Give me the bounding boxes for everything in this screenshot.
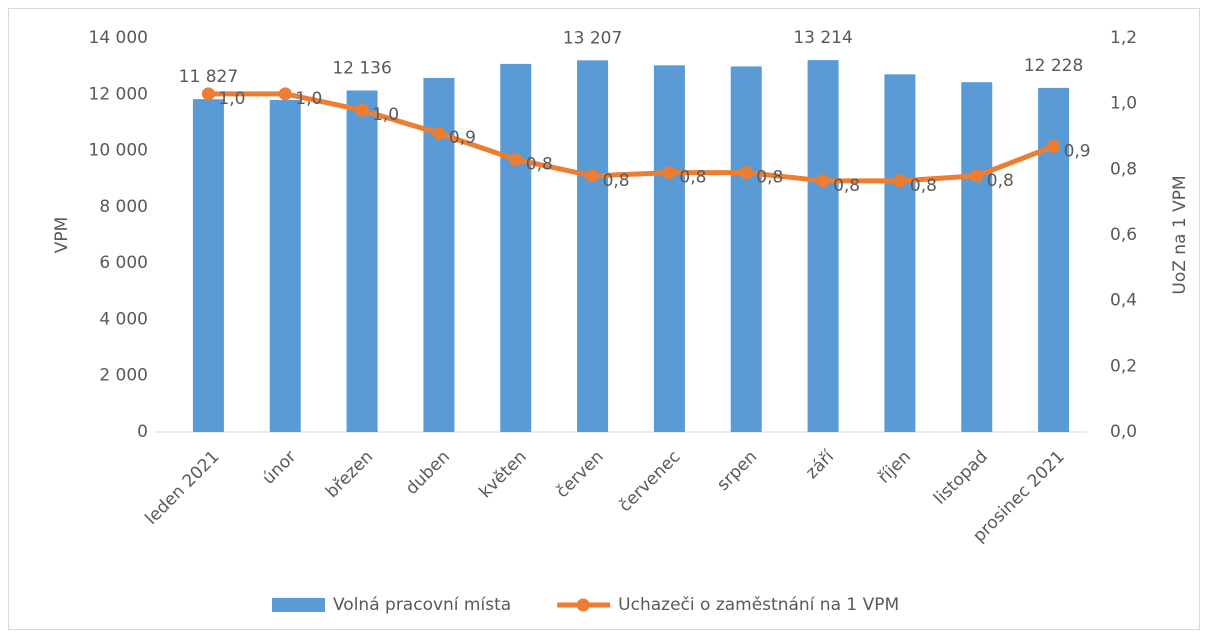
line-marker bbox=[201, 87, 215, 101]
y-tick-label: 10 000 bbox=[89, 141, 148, 161]
line bbox=[208, 91, 1055, 184]
y-tick-label: 6 000 bbox=[99, 253, 148, 273]
y-tick-label: 4 000 bbox=[99, 309, 148, 329]
y-tick-label: 12 000 bbox=[89, 84, 148, 104]
line-marker bbox=[739, 166, 753, 180]
data-label: 1,0 bbox=[218, 89, 245, 109]
data-label: 0,8 bbox=[603, 171, 630, 191]
data-label: 0,8 bbox=[910, 176, 937, 196]
data-label: 11 827 bbox=[179, 67, 238, 87]
bar bbox=[807, 60, 839, 432]
line-marker bbox=[432, 126, 446, 140]
data-label: 0,8 bbox=[987, 171, 1014, 191]
y2-tick-label: 1,2 bbox=[1110, 28, 1137, 48]
line-marker bbox=[662, 166, 676, 180]
data-label: 13 214 bbox=[793, 28, 852, 48]
data-label: 0,9 bbox=[1064, 141, 1091, 161]
data-label: 1,0 bbox=[372, 105, 399, 125]
y2-tick-label: 0,0 bbox=[1110, 422, 1137, 442]
data-label: 1,0 bbox=[295, 89, 322, 109]
line-marker bbox=[586, 169, 600, 183]
bar bbox=[884, 74, 916, 432]
line-marker bbox=[509, 152, 523, 166]
bar bbox=[1038, 87, 1070, 432]
y2-axis-title: UoZ na 1 VPM bbox=[1170, 175, 1190, 294]
legend-marker bbox=[576, 598, 590, 612]
line-marker bbox=[970, 169, 984, 183]
bar bbox=[346, 90, 378, 432]
y-axis-title: VPM bbox=[52, 217, 72, 254]
bar bbox=[577, 60, 609, 432]
bar bbox=[961, 82, 993, 432]
bar bbox=[730, 66, 762, 432]
line-marker bbox=[355, 103, 369, 117]
bar bbox=[269, 99, 301, 433]
y2-tick-label: 0,4 bbox=[1110, 291, 1137, 311]
data-label: 12 136 bbox=[332, 58, 391, 78]
legend-swatch bbox=[272, 598, 325, 612]
bar bbox=[500, 63, 532, 433]
legend-label: Volná pracovní místa bbox=[333, 595, 511, 615]
legend-label: Uchazeči o zaměstnání na 1 VPM bbox=[618, 595, 899, 615]
data-label: 0,9 bbox=[449, 128, 476, 148]
data-label: 13 207 bbox=[563, 28, 622, 48]
data-label: 0,8 bbox=[679, 168, 706, 188]
data-label: 12 228 bbox=[1024, 56, 1083, 76]
y2-tick-label: 1,0 bbox=[1110, 94, 1137, 114]
y2-tick-label: 0,6 bbox=[1110, 225, 1137, 245]
y2-tick-label: 0,8 bbox=[1110, 159, 1137, 179]
bar bbox=[192, 99, 224, 433]
line-marker bbox=[278, 87, 292, 101]
y2-tick-label: 0,2 bbox=[1110, 356, 1137, 376]
data-label: 0,8 bbox=[833, 176, 860, 196]
y-tick-label: 14 000 bbox=[89, 28, 148, 48]
data-label: 0,8 bbox=[756, 168, 783, 188]
line-marker bbox=[893, 174, 907, 188]
data-label: 0,8 bbox=[526, 154, 553, 174]
y-tick-label: 2 000 bbox=[99, 366, 148, 386]
bar bbox=[653, 65, 685, 432]
y-tick-label: 0 bbox=[137, 422, 148, 442]
line-marker bbox=[816, 174, 830, 188]
y-tick-label: 8 000 bbox=[99, 197, 148, 217]
line-marker bbox=[1047, 139, 1061, 153]
